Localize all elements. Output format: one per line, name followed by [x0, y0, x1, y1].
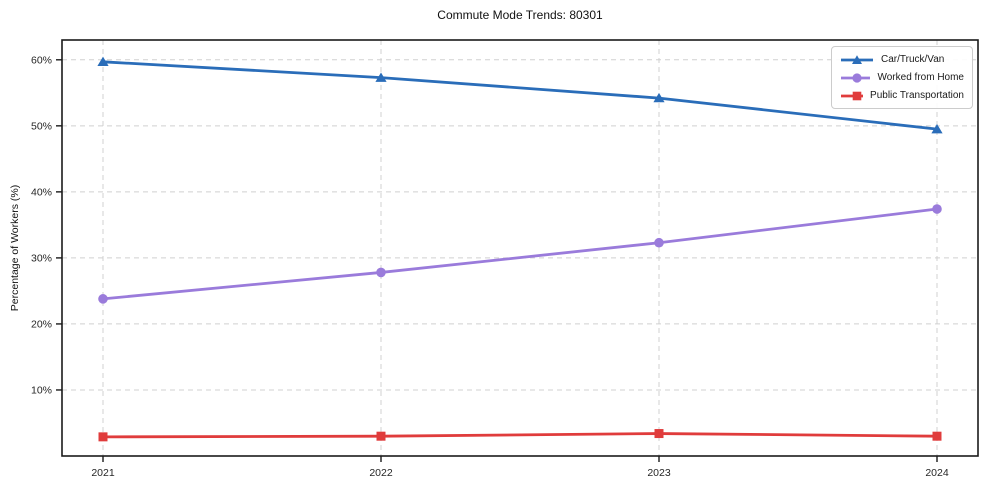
- legend: Car/Truck/Van Worked from Home Public Tran…: [831, 46, 973, 109]
- marker-car-truck-van: [375, 72, 387, 82]
- series-line-car-truck-van: [101, 60, 939, 131]
- marker-car-truck-van: [653, 92, 665, 103]
- legend-label-car-truck-van: Car/Truck/Van: [881, 54, 945, 65]
- legend-label-public-transportation: Public Transportation: [870, 90, 964, 101]
- marker-public-transportation: [654, 429, 664, 439]
- marker-public-transportation: [932, 431, 942, 441]
- y-tick-label: 10%: [31, 384, 52, 396]
- marker-worked-from-home: [932, 204, 942, 214]
- y-tick-label: 20%: [31, 318, 52, 330]
- legend-item-car-truck-van: Car/Truck/Van: [840, 52, 964, 67]
- legend-label-worked-from-home: Worked from Home: [877, 72, 964, 83]
- legend-item-worked-from-home: Worked from Home: [840, 70, 964, 85]
- x-tick-label: 2021: [91, 467, 115, 479]
- marker-public-transportation: [98, 432, 108, 442]
- x-tick-label: 2023: [647, 467, 671, 479]
- marker-worked-from-home: [654, 237, 664, 248]
- marker-worked-from-home: [376, 267, 386, 278]
- x-tick-label: 2024: [925, 467, 949, 479]
- marker-car-truck-van: [931, 123, 943, 134]
- y-tick-label: 50%: [31, 120, 52, 132]
- plot-border: [61, 39, 979, 457]
- marker-car-truck-van: [97, 56, 109, 66]
- series-line-worked-from-home: [101, 207, 939, 301]
- y-tick-label: 60%: [31, 54, 52, 66]
- y-tick-label: 40%: [31, 186, 52, 198]
- marker-public-transportation: [376, 431, 386, 441]
- legend-circle-marker-icon: [841, 72, 871, 83]
- marker-worked-from-home: [98, 294, 108, 304]
- chart-title: Commute Mode Trends: 80301: [437, 8, 603, 22]
- legend-square-marker-icon: [841, 91, 864, 100]
- legend-triangle-marker-icon: [841, 54, 873, 64]
- series-line-public-transportation: [101, 432, 939, 439]
- y-tick-label: 30%: [31, 252, 52, 264]
- x-tick-label: 2022: [369, 467, 393, 479]
- legend-item-public-transportation: Public Transportation: [840, 88, 964, 103]
